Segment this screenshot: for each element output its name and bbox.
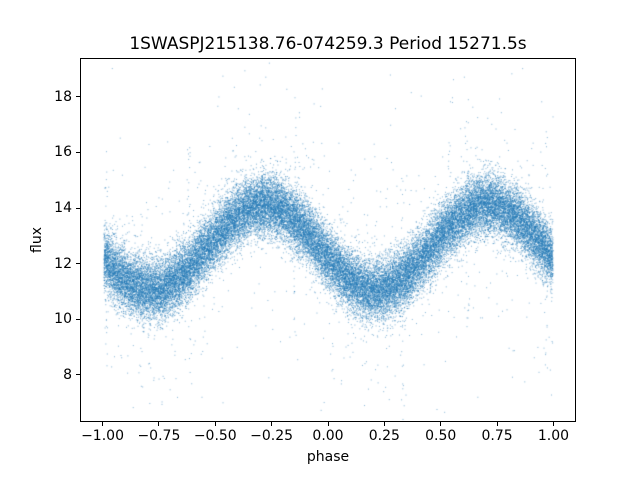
x-tick-mark (496, 422, 498, 426)
x-tick-label: 0.75 (481, 428, 513, 444)
x-tick-mark (383, 422, 385, 426)
x-tick-mark (214, 422, 216, 426)
x-tick-label: 0.25 (368, 428, 400, 444)
x-tick-mark (440, 422, 442, 426)
x-tick-label: −0.75 (137, 428, 181, 444)
x-tick-mark (158, 422, 160, 426)
y-tick-label: 16 (54, 144, 72, 161)
y-tick-mark (76, 263, 80, 265)
x-tick-label: −0.50 (193, 428, 237, 444)
y-tick-label: 12 (54, 255, 72, 272)
x-tick-label: 1.00 (537, 428, 570, 444)
y-tick-label: 10 (54, 311, 72, 328)
y-tick-mark (76, 374, 80, 376)
y-axis-label: flux (29, 227, 45, 253)
y-tick-mark (76, 318, 80, 320)
y-tick-mark (76, 207, 80, 209)
x-tick-mark (102, 422, 104, 426)
x-tick-label: −1.00 (81, 428, 124, 444)
x-tick-mark (327, 422, 329, 426)
chart-title: 1SWASPJ215138.76-074259.3 Period 15271.5… (129, 34, 527, 54)
plot-area (80, 58, 576, 422)
x-tick-label: −0.25 (250, 428, 294, 444)
x-tick-label: 0.50 (425, 428, 457, 444)
y-tick-mark (76, 96, 80, 98)
y-tick-label: 18 (54, 88, 72, 105)
x-tick-mark (552, 422, 554, 426)
x-axis-label: phase (306, 449, 350, 465)
y-tick-mark (76, 151, 80, 153)
x-tick-label: 0.00 (312, 428, 344, 444)
y-tick-label: 14 (54, 200, 72, 217)
scatter-points-canvas (81, 59, 575, 421)
x-tick-mark (271, 422, 273, 426)
y-tick-label: 8 (63, 366, 72, 383)
